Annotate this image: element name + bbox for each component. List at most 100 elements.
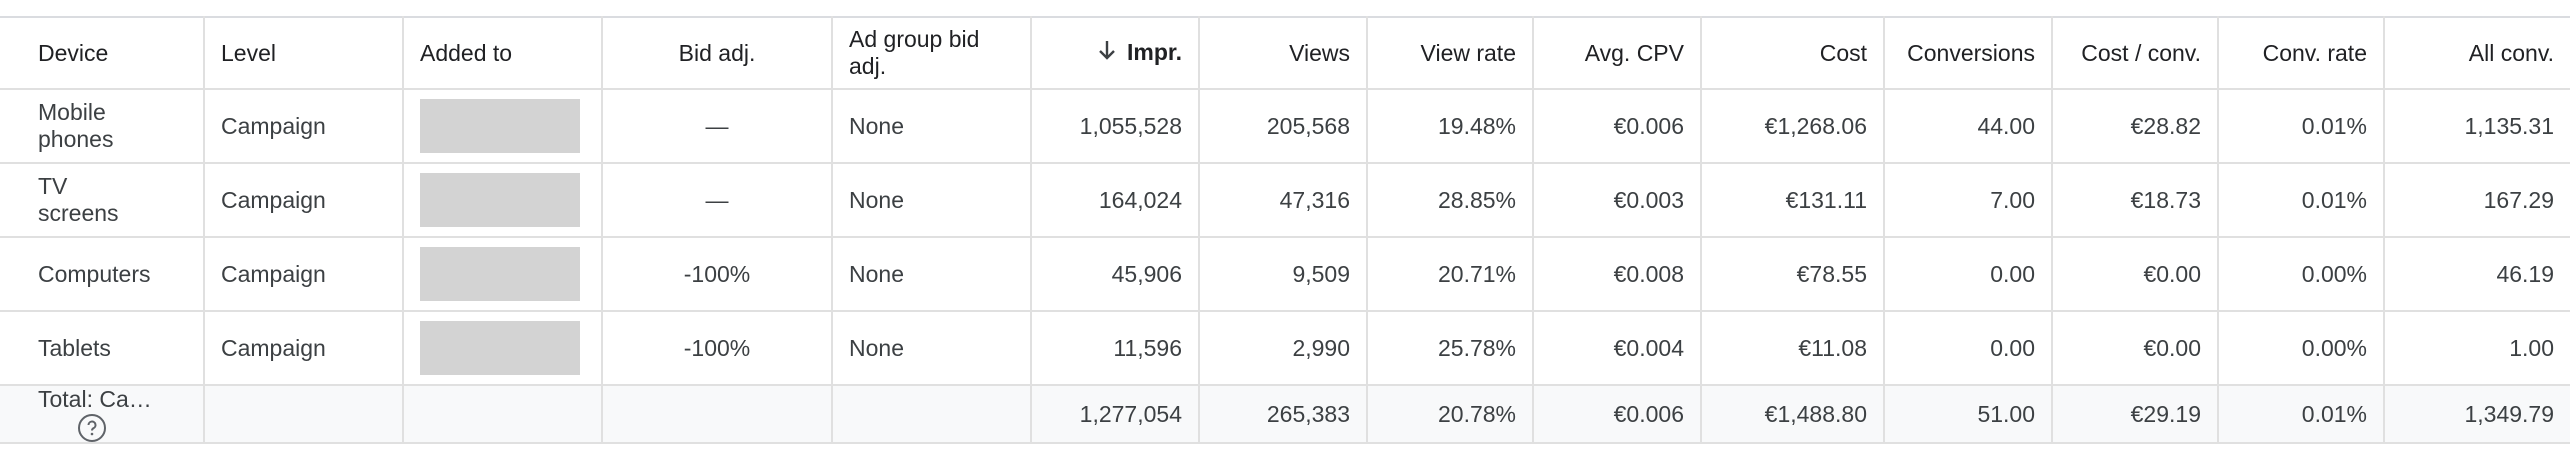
column-header[interactable]: Ad group bid adj. (831, 16, 1032, 90)
table-cell: None (831, 88, 1032, 164)
table-cell: €78.55 (1700, 236, 1885, 312)
redacted-block (420, 99, 580, 153)
table-cell: €0.003 (1532, 162, 1702, 238)
table-cell: 0.01% (2217, 88, 2385, 164)
total-label-cell: Total: Ca… (0, 384, 205, 444)
table-cell: €0.00 (2051, 310, 2219, 386)
table-cell: €0.006 (1532, 88, 1702, 164)
total-cell: 51.00 (1883, 384, 2053, 444)
total-cell: 1,349.79 (2383, 384, 2570, 444)
help-svg (87, 420, 97, 436)
help-icon[interactable] (78, 413, 106, 441)
total-cell: 20.78% (1366, 384, 1534, 444)
column-header[interactable]: Avg. CPV (1532, 16, 1702, 90)
table-cell: — (601, 88, 833, 164)
table-cell: 7.00 (1883, 162, 2053, 238)
table-cell: 0.00% (2217, 310, 2385, 386)
table-cell (402, 236, 603, 312)
column-header[interactable]: Cost / conv. (2051, 16, 2219, 90)
table-cell: €28.82 (2051, 88, 2219, 164)
table-cell: 167.29 (2383, 162, 2570, 238)
table-cell: 164,024 (1030, 162, 1200, 238)
column-header[interactable]: Device (0, 16, 205, 90)
header-text: Impr. (1127, 38, 1182, 65)
header-row: Device Level Added to Bid adj. Ad group bid … (0, 16, 2570, 90)
table-cell: 44.00 (1883, 88, 2053, 164)
table-cell: €11.08 (1700, 310, 1885, 386)
header-text: Avg. CPV (1584, 39, 1684, 66)
table-cell: -100% (601, 310, 833, 386)
empty-cell (831, 384, 1032, 444)
table-cell: €0.008 (1532, 236, 1702, 312)
header-text: Cost / conv. (2081, 39, 2201, 66)
table-cell: 0.01% (2217, 162, 2385, 238)
table-cell (402, 162, 603, 238)
header-text: Views (1289, 39, 1350, 66)
column-header[interactable]: All conv. (2383, 16, 2570, 90)
table-cell: €0.004 (1532, 310, 1702, 386)
table-cell: 0.00 (1883, 236, 2053, 312)
arrow-svg (1099, 41, 1115, 61)
total-label: Total: Ca… (38, 386, 152, 413)
header-text: Conversions (1907, 39, 2035, 66)
column-header[interactable]: Conversions (1883, 16, 2053, 90)
table-row: Mobile phones Campaign — None 1,055,528 205,5… (0, 88, 2570, 164)
table-cell (402, 310, 603, 386)
total-cell: 1,277,054 (1030, 384, 1200, 444)
table-cell: -100% (601, 236, 833, 312)
total-cell: €29.19 (2051, 384, 2219, 444)
table-cell: Campaign (203, 88, 404, 164)
table-cell: 46.19 (2383, 236, 2570, 312)
total-cell: 265,383 (1198, 384, 1368, 444)
table-cell: None (831, 162, 1032, 238)
column-header[interactable]: Views (1198, 16, 1368, 90)
table-cell: €131.11 (1700, 162, 1885, 238)
column-header[interactable]: Added to (402, 16, 603, 90)
total-cell: €0.006 (1532, 384, 1702, 444)
table-wrap: Device Level Added to Bid adj. Ad group bid … (0, 16, 2570, 444)
empty-cell (402, 384, 603, 444)
table-row: TV screens Campaign — None 164,024 47,316 28.8… (0, 162, 2570, 238)
table-cell: 25.78% (1366, 310, 1534, 386)
table-cell: 20.71% (1366, 236, 1534, 312)
column-header[interactable]: Cost (1700, 16, 1885, 90)
table-row: Tablets Campaign -100% None 11,596 2,990 25.78… (0, 310, 2570, 386)
table-cell: 11,596 (1030, 310, 1200, 386)
table-cell: Computers (0, 236, 205, 312)
table-cell: 205,568 (1198, 88, 1368, 164)
total-cell: €1,488.80 (1700, 384, 1885, 444)
header-text: Ad group bid adj. (849, 26, 980, 79)
column-header[interactable]: View rate (1366, 16, 1534, 90)
table-cell: — (601, 162, 833, 238)
header-text: All conv. (2468, 39, 2554, 66)
table-cell: 28.85% (1366, 162, 1534, 238)
empty-cell (203, 384, 404, 444)
header-text: Cost (1819, 39, 1867, 66)
table-cell: None (831, 236, 1032, 312)
table-cell: 9,509 (1198, 236, 1368, 312)
column-header[interactable]: Conv. rate (2217, 16, 2385, 90)
table-cell: None (831, 310, 1032, 386)
header-text: View rate (1420, 39, 1516, 66)
table-cell: TV screens (0, 162, 205, 238)
table-cell: €0.00 (2051, 236, 2219, 312)
table-row: Computers Campaign -100% None 45,906 9,509 20.… (0, 236, 2570, 312)
table-cell: 1,055,528 (1030, 88, 1200, 164)
empty-cell (601, 384, 833, 444)
column-header[interactable]: Level (203, 16, 404, 90)
total-row: Total: Ca… 1,277,054 265,383 20.78% €0.006 €1… (0, 384, 2570, 444)
table-cell: Tablets (0, 310, 205, 386)
header-text: Conv. rate (2262, 39, 2367, 66)
table-cell: €18.73 (2051, 162, 2219, 238)
table-cell: Campaign (203, 162, 404, 238)
redacted-block (420, 247, 580, 301)
header-text: Added to (420, 39, 513, 66)
column-header[interactable]: Bid adj. (601, 16, 833, 90)
table-cell: 0.00 (1883, 310, 2053, 386)
header-text: Bid adj. (678, 39, 756, 66)
table-cell: 47,316 (1198, 162, 1368, 238)
table-cell: Campaign (203, 236, 404, 312)
column-header[interactable]: Impr. (1030, 16, 1200, 90)
table-cell: 45,906 (1030, 236, 1200, 312)
